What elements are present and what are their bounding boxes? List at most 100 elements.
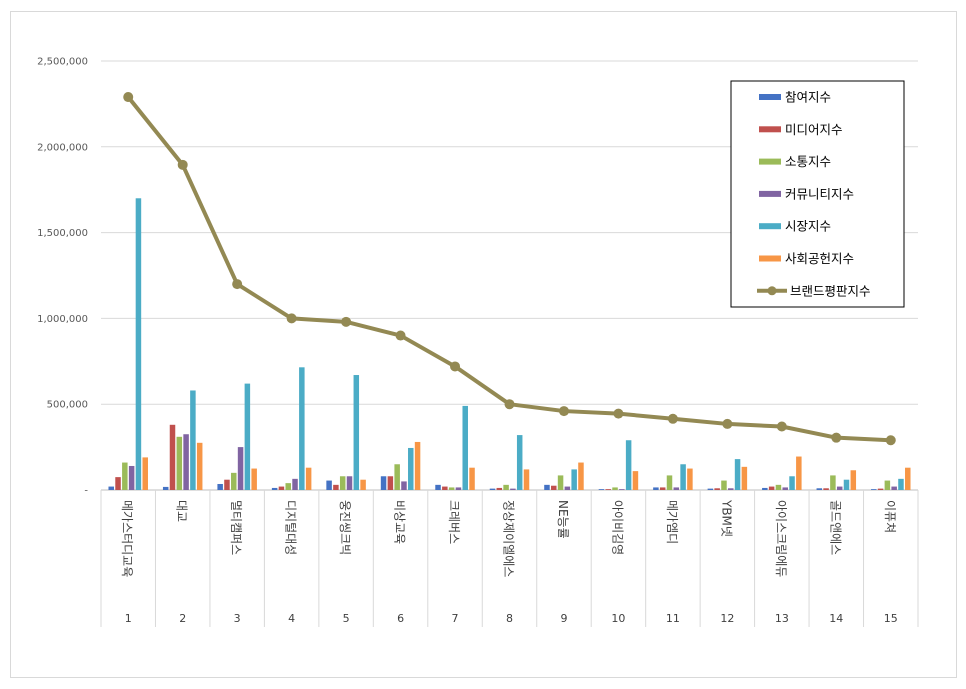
category-number: 14: [829, 612, 843, 625]
category-name: 메가스터디교육: [120, 500, 134, 577]
bar: [292, 478, 298, 490]
category-number: 15: [884, 612, 898, 625]
bar: [190, 390, 196, 490]
bar: [339, 476, 346, 490]
legend-label: 브랜드평판지수: [790, 283, 871, 298]
bar: [734, 459, 741, 490]
bar: [231, 472, 237, 490]
category-number: 9: [560, 612, 567, 625]
bar: [741, 466, 748, 490]
bar: [632, 471, 639, 490]
category-name: 디지털대성: [284, 500, 298, 555]
bar: [496, 487, 503, 490]
bar: [728, 488, 734, 490]
bar: [598, 489, 605, 490]
bar: [605, 489, 611, 490]
bar: [898, 478, 904, 490]
bar: [408, 447, 414, 490]
legend-label: 시장지수: [785, 219, 831, 234]
bar: [387, 476, 394, 490]
bar: [673, 487, 680, 490]
bar: [884, 480, 891, 490]
bar: [564, 486, 571, 490]
bar: [346, 476, 353, 490]
bar: [128, 465, 135, 490]
line-point: [613, 408, 624, 419]
category-number: 1: [125, 612, 132, 625]
bar: [401, 481, 407, 490]
bar: [516, 435, 523, 490]
bar: [251, 468, 257, 490]
bar: [217, 483, 223, 490]
y-tick-label: 1,500,000: [37, 228, 88, 239]
line-point: [177, 159, 188, 170]
bar: [380, 476, 387, 490]
bar: [169, 424, 176, 490]
bar: [162, 486, 169, 490]
bar: [578, 462, 584, 490]
category-name: NE능률: [556, 500, 570, 539]
bar: [278, 486, 285, 490]
bar: [796, 456, 802, 490]
line-point: [776, 421, 787, 432]
bar: [442, 486, 448, 490]
legend-label: 커뮤니티지수: [785, 186, 854, 201]
bar: [619, 489, 625, 490]
bar: [843, 479, 850, 490]
category-name: 메가엠디: [665, 500, 679, 544]
y-tick-label: 1,000,000: [37, 314, 88, 325]
bar: [448, 487, 455, 490]
bar: [285, 483, 291, 490]
category-number: 5: [343, 612, 350, 625]
legend-swatch: [759, 158, 781, 165]
legend-label: 참여지수: [785, 90, 831, 105]
bar: [877, 488, 884, 490]
bar: [237, 447, 244, 490]
bar: [333, 484, 339, 490]
y-axis: - 500,000 1,000,000 1,500,000 2,000,000 2,500…: [37, 57, 88, 497]
bar: [782, 487, 788, 490]
bar: [551, 485, 557, 490]
bar: [891, 486, 897, 490]
gridlines: [101, 60, 918, 491]
bar: [544, 484, 550, 490]
category-number: 3: [234, 612, 241, 625]
x-axis: 메가스터디교육 1 대교 2 멀티캠퍼스 3 디지털대성 4 웅진씽크빅 5 비상교육 6 크레버스 7 정…: [100, 490, 919, 627]
line-point: [667, 413, 678, 424]
category-number: 6: [397, 612, 404, 625]
category-number: 4: [288, 612, 295, 625]
bar: [836, 486, 843, 490]
legend-swatch: [759, 223, 781, 230]
bar: [510, 488, 516, 490]
bar: [625, 440, 632, 490]
bar: [135, 198, 142, 490]
bar: [871, 489, 877, 490]
line-point: [395, 330, 406, 341]
category-name: 비상교육: [393, 500, 407, 544]
line-point: [341, 316, 352, 327]
bar: [360, 479, 366, 490]
legend-swatch: [759, 94, 781, 100]
bar: [414, 441, 421, 490]
bar: [612, 487, 618, 490]
bar: [816, 488, 823, 490]
line-point: [831, 432, 842, 443]
bar: [462, 405, 468, 490]
bar: [455, 487, 462, 490]
bar: [394, 464, 400, 490]
legend-swatch: [759, 190, 781, 197]
bar: [224, 479, 230, 490]
y-tick-label: 500,000: [47, 400, 88, 411]
bar: [768, 486, 775, 490]
legend-swatch: [759, 255, 781, 262]
bar: [523, 469, 530, 490]
legend-swatch: [759, 126, 781, 133]
legend-label: 미디어지수: [785, 122, 843, 137]
bar: [659, 487, 666, 490]
bar: [115, 477, 121, 490]
bar: [653, 487, 659, 490]
category-name: 아이스크림에듀: [774, 500, 788, 577]
bar: [326, 480, 332, 490]
bar: [830, 475, 836, 490]
